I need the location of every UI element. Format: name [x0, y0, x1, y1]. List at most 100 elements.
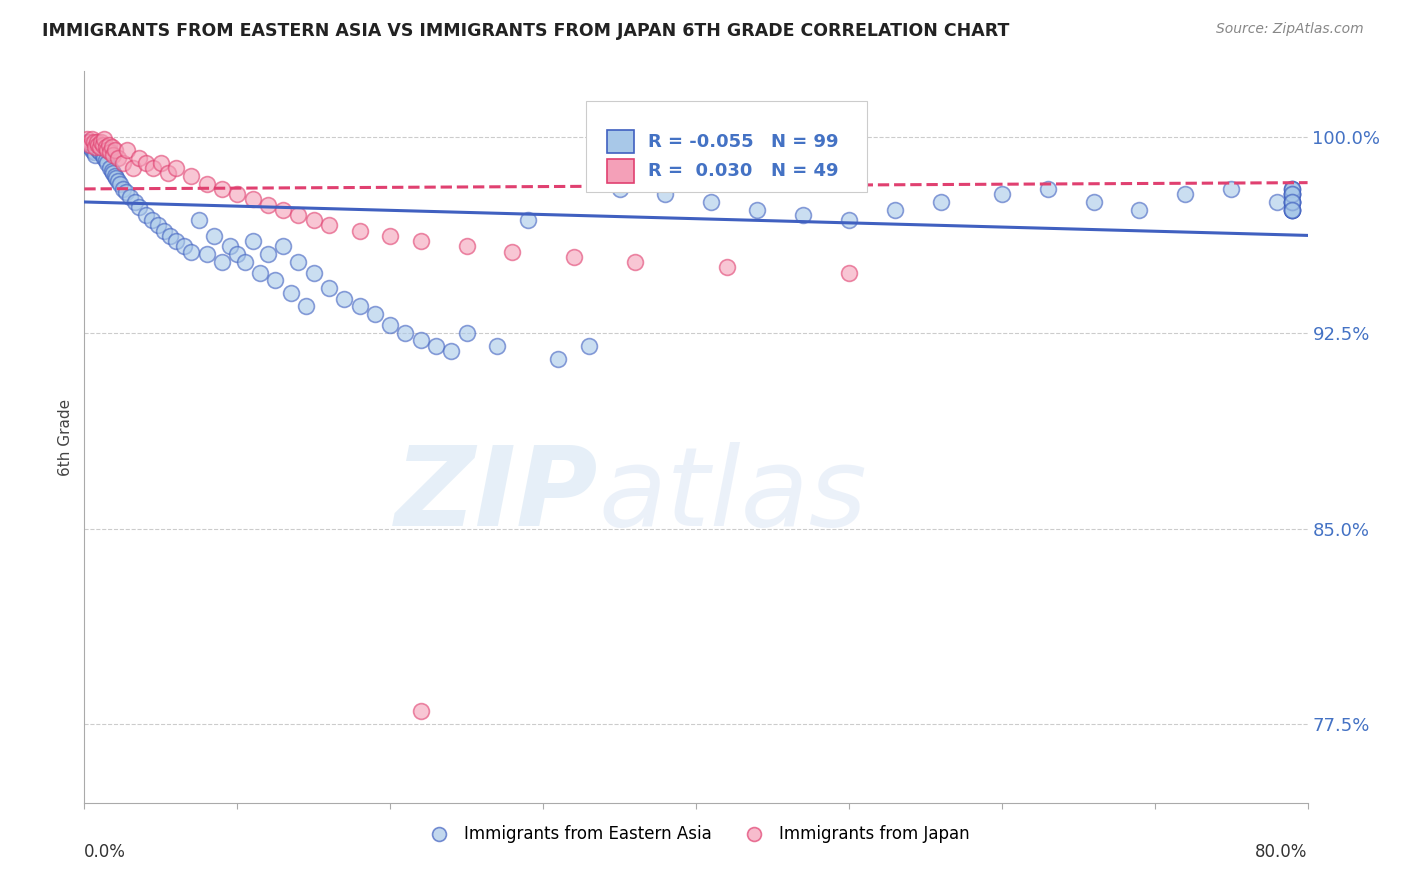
Point: [77, 137, 100, 152]
Point: [991, 187, 1014, 202]
Point: [97, 137, 120, 152]
Point: [516, 213, 538, 227]
Point: [1281, 202, 1303, 217]
Point: [1281, 187, 1303, 202]
Point: [149, 155, 172, 169]
Point: [141, 213, 163, 227]
Point: [380, 318, 402, 332]
Point: [157, 166, 180, 180]
Point: [90, 140, 112, 154]
Point: [287, 255, 309, 269]
Point: [173, 239, 195, 253]
Point: [1281, 202, 1303, 217]
Point: [295, 300, 318, 314]
Point: [287, 208, 309, 222]
Point: [609, 182, 631, 196]
Point: [93, 151, 115, 165]
Point: [883, 202, 905, 217]
Point: [83, 135, 105, 149]
Point: [1220, 182, 1243, 196]
Point: [120, 190, 142, 204]
Point: [1281, 194, 1303, 209]
Point: [456, 326, 478, 340]
Point: [108, 177, 131, 191]
Point: [84, 148, 107, 162]
Point: [188, 213, 211, 227]
Point: [76, 135, 98, 149]
Point: [94, 153, 117, 168]
Point: [1281, 194, 1303, 209]
Point: [1281, 194, 1303, 209]
Text: 80.0%: 80.0%: [1256, 843, 1308, 861]
Point: [101, 140, 124, 154]
Point: [87, 143, 110, 157]
Point: [1281, 194, 1303, 209]
Point: [1281, 187, 1303, 202]
Point: [1281, 194, 1303, 209]
Point: [218, 239, 240, 253]
Point: [79, 140, 101, 154]
Point: [98, 161, 121, 175]
Point: [86, 137, 108, 152]
Y-axis label: 6th Grade: 6th Grade: [58, 399, 73, 475]
Point: [94, 140, 117, 154]
Point: [242, 192, 264, 206]
Point: [1281, 202, 1303, 217]
Point: [165, 234, 187, 248]
Point: [1281, 187, 1303, 202]
Point: [101, 163, 124, 178]
Point: [96, 143, 118, 157]
Point: [233, 255, 256, 269]
Point: [103, 166, 125, 180]
Point: [84, 140, 107, 154]
Point: [318, 281, 340, 295]
Point: [838, 213, 860, 227]
Point: [226, 187, 249, 202]
Point: [1281, 194, 1303, 209]
Text: atlas: atlas: [598, 442, 866, 549]
Point: [456, 239, 478, 253]
Point: [103, 148, 125, 162]
Point: [380, 228, 402, 243]
Point: [302, 213, 325, 227]
Point: [280, 286, 302, 301]
Point: [409, 704, 432, 718]
Point: [364, 307, 387, 321]
Point: [502, 244, 524, 259]
Point: [128, 200, 150, 214]
Point: [257, 197, 280, 211]
Point: [1128, 202, 1150, 217]
Point: [1281, 182, 1303, 196]
Point: [547, 351, 569, 366]
Point: [107, 174, 129, 188]
Text: 0.0%: 0.0%: [84, 843, 127, 861]
Point: [271, 202, 294, 217]
Point: [249, 265, 271, 279]
Point: [91, 148, 114, 162]
Text: N = 99: N = 99: [770, 133, 838, 151]
Point: [700, 194, 723, 209]
Point: [440, 343, 463, 358]
Point: [1281, 187, 1303, 202]
Point: [111, 182, 134, 196]
Point: [96, 155, 118, 169]
Point: [89, 145, 111, 160]
Point: [79, 137, 101, 152]
Point: [425, 338, 447, 352]
Point: [302, 265, 325, 279]
Point: [165, 161, 187, 175]
Point: [115, 143, 138, 157]
Point: [211, 182, 233, 196]
Point: [153, 224, 176, 238]
Text: ZIP: ZIP: [395, 442, 598, 549]
Point: [80, 132, 103, 146]
Point: [486, 338, 509, 352]
Point: [87, 137, 110, 152]
Point: [624, 255, 647, 269]
Point: [792, 208, 814, 222]
Point: [77, 135, 100, 149]
Point: [1036, 182, 1059, 196]
Legend: Immigrants from Eastern Asia, Immigrants from Japan: Immigrants from Eastern Asia, Immigrants…: [416, 818, 976, 849]
Point: [929, 194, 952, 209]
Point: [226, 247, 249, 261]
